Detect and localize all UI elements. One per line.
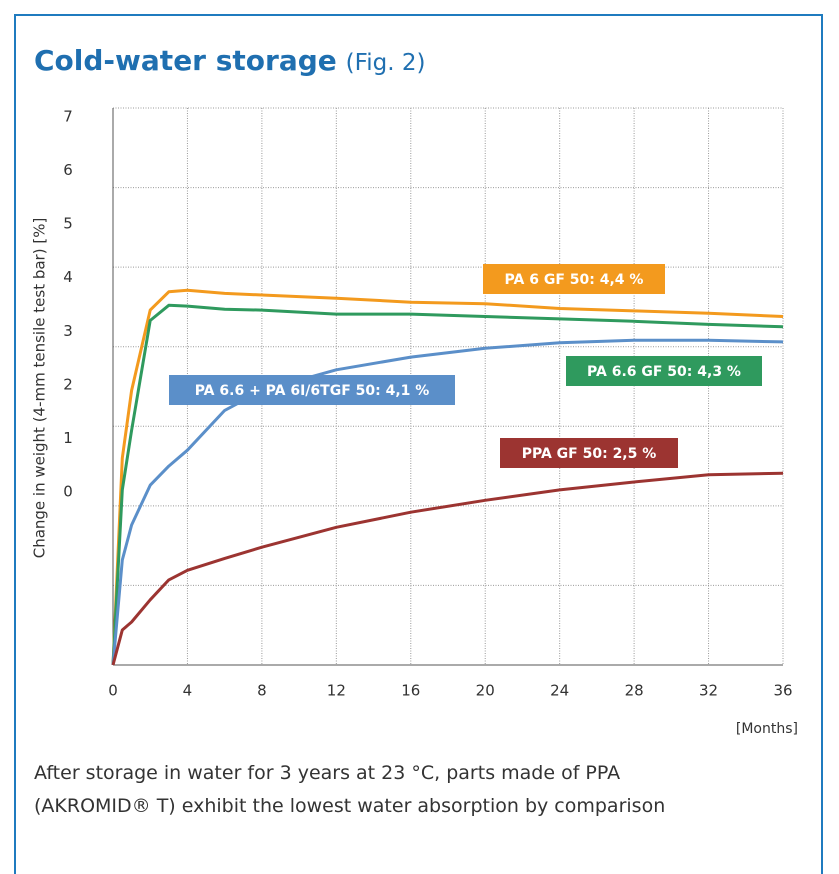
x-tick-label: 16 [401, 682, 420, 700]
x-tick-label: 32 [699, 682, 718, 700]
series-label-box [169, 375, 455, 405]
y-tick-label: 6 [63, 161, 73, 179]
title-main: Cold-water storage [34, 44, 337, 77]
x-tick-label: 28 [625, 682, 644, 700]
x-tick-label: 20 [476, 682, 495, 700]
caption-line: (AKROMID® T) exhibit the lowest water ab… [34, 795, 666, 817]
y-tick-label: 3 [63, 322, 73, 340]
x-axis-label: [Months] [736, 721, 798, 737]
series-label-box [483, 264, 665, 294]
y-tick-label: 2 [63, 375, 73, 393]
x-tick-label: 0 [108, 682, 118, 700]
title: Cold-water storage (Fig. 2) [34, 44, 425, 77]
y-tick-label: 0 [63, 483, 73, 501]
series-label: PPA GF 50: 2,5 % [522, 446, 657, 462]
x-tick-label: 24 [550, 682, 569, 700]
series-label: PA 6.6 GF 50: 4,3 % [587, 364, 741, 380]
title-sub: (Fig. 2) [345, 50, 426, 76]
series-label-box [566, 356, 762, 386]
y-tick-label: 4 [63, 268, 73, 286]
series-label: PA 6.6 + PA 6I/6TGF 50: 4,1 % [195, 383, 430, 399]
x-tick-label: 4 [183, 682, 193, 700]
series-label-box [500, 438, 678, 468]
y-tick-label: 1 [63, 429, 73, 447]
x-tick-label: 12 [327, 682, 346, 700]
series-line [111, 288, 784, 666]
y-tick-label: 5 [63, 215, 73, 233]
caption-line: After storage in water for 3 years at 23… [34, 762, 621, 784]
series-label: PA 6 GF 50: 4,4 % [505, 272, 644, 288]
x-tick-label: 8 [257, 682, 267, 700]
y-axis-label: Change in weight (4-mm tensile test bar)… [31, 218, 49, 559]
series-line [111, 303, 784, 666]
card [14, 14, 823, 874]
series-line [111, 471, 784, 666]
x-tick-label: 36 [773, 682, 792, 700]
y-tick-label: 7 [63, 108, 73, 126]
